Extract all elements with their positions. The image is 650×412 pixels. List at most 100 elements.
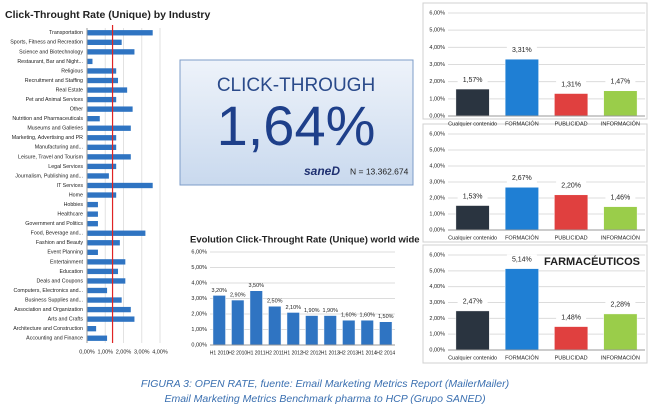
bar: [87, 287, 108, 294]
y-tick-label: Healthcare: [57, 212, 83, 218]
chart-title: FARMACÉUTICOS: [544, 255, 640, 268]
y-tick-label: 0,00%: [429, 113, 445, 119]
bar: [504, 58, 539, 117]
value-label: 2,67%: [512, 175, 532, 182]
y-tick-label: 1,00%: [429, 211, 445, 217]
y-tick-label: 5,00%: [191, 265, 207, 271]
bar: [455, 88, 490, 117]
label-box: [506, 254, 537, 265]
bar: [231, 299, 245, 346]
bar: [554, 194, 589, 231]
y-tick-label: 1,00%: [191, 327, 207, 333]
label-box: [556, 312, 587, 323]
y-tick-label: Event Planning: [47, 250, 83, 256]
y-tick-label: 1,00%: [429, 332, 445, 338]
bar: [87, 39, 122, 45]
caption: FIGURA 3: OPEN RATE, fuente: Email Marke…: [141, 378, 509, 390]
y-tick-label: Arts and Crafts: [48, 317, 84, 323]
bar: [87, 335, 108, 341]
bar: [87, 316, 135, 322]
value-label: 2,47%: [463, 299, 483, 306]
bar: [87, 278, 126, 284]
y-tick-label: Nutrition and Pharmaceuticals: [12, 116, 83, 122]
x-tick-label: H1 2014: [358, 350, 377, 356]
bar: [268, 306, 282, 346]
y-tick-label: Deals and Coupons: [36, 278, 83, 284]
x-tick-label: FORMACIÓN: [505, 234, 539, 241]
x-tick-label: H2 2010: [228, 350, 247, 356]
kpi-panel: [179, 59, 414, 186]
y-tick-label: Legal Services: [48, 164, 83, 170]
y-tick-label: Pet and Animal Services: [26, 97, 84, 103]
bar: [87, 240, 120, 246]
x-tick-label: H2 2014: [376, 350, 395, 356]
x-tick-label: PUBLICIDAD: [555, 355, 588, 361]
bar: [504, 187, 539, 231]
label-box: [506, 45, 537, 56]
y-tick-label: Marketing, Advertising and PR: [12, 135, 83, 141]
value-label: 3,31%: [512, 47, 532, 54]
x-tick-label: Cualquier contenido: [448, 235, 497, 241]
y-tick-label: Home: [69, 192, 83, 198]
bar: [87, 106, 133, 112]
value-label: 1,50%: [378, 314, 394, 320]
sample-size: N = 13.362.674: [350, 166, 409, 176]
bar: [87, 77, 119, 84]
label-box: [605, 192, 636, 203]
y-tick-label: 0,00%: [191, 342, 207, 348]
y-tick-label: Entertainment: [50, 259, 84, 265]
y-tick-label: 4,00%: [429, 45, 445, 51]
bar: [87, 326, 97, 332]
value-label: 1,47%: [610, 79, 630, 86]
bar: [603, 206, 638, 231]
value-label: 1,90%: [304, 308, 320, 314]
chart-title: Click-Throught Rate (Unique) by Industry: [5, 9, 210, 21]
y-tick-label: 6,00%: [429, 10, 445, 16]
bar: [87, 163, 117, 170]
y-tick-label: 2,00%: [429, 79, 445, 85]
bar: [87, 154, 131, 160]
y-tick-label: Recruitment and Staffing: [25, 78, 83, 84]
bar: [455, 205, 490, 231]
value-label: 1,48%: [561, 314, 581, 321]
y-tick-label: 4,00%: [429, 284, 445, 290]
x-tick-label: 4,00%: [152, 349, 168, 355]
x-tick-label: Cualquier contenido: [448, 355, 497, 361]
bar: [87, 221, 98, 227]
bar: [323, 315, 337, 346]
logo: saneD: [304, 164, 340, 178]
y-tick-label: 2,00%: [191, 311, 207, 317]
value-label: 1,90%: [322, 308, 338, 314]
bar: [603, 313, 638, 351]
bar: [87, 58, 93, 65]
bar: [87, 211, 98, 217]
value-label: 1,60%: [359, 313, 375, 319]
y-tick-label: 4,00%: [429, 163, 445, 169]
kpi-heading: CLICK-THROUGH: [217, 75, 375, 96]
bar: [87, 268, 119, 275]
y-tick-label: 5,00%: [429, 268, 445, 274]
y-tick-label: Education: [59, 269, 83, 275]
value-label: 5,14%: [512, 256, 532, 263]
y-tick-label: 1,00%: [429, 96, 445, 102]
bar: [554, 326, 589, 351]
y-tick-label: Real Estate: [56, 87, 83, 93]
bar: [87, 259, 126, 265]
value-label: 2,20%: [561, 183, 581, 190]
y-tick-label: Religious: [61, 68, 83, 74]
y-tick-label: Manufacturing and...: [35, 145, 83, 151]
y-tick-label: 6,00%: [191, 249, 207, 255]
x-tick-label: H1 2012: [284, 350, 303, 356]
y-tick-label: 3,00%: [191, 296, 207, 302]
value-label: 1,60%: [341, 313, 357, 319]
bar: [603, 90, 638, 117]
bar: [87, 230, 146, 236]
x-tick-label: H2 2011: [265, 350, 284, 356]
value-label: 1,53%: [463, 193, 483, 200]
x-tick-label: 0,00%: [79, 349, 95, 355]
y-tick-label: Association and Organization: [14, 307, 83, 313]
x-tick-label: H2 2012: [302, 350, 321, 356]
x-tick-label: H1 2013: [321, 350, 340, 356]
bar: [87, 144, 117, 150]
y-tick-label: Computers, Electronics and...: [14, 288, 83, 294]
